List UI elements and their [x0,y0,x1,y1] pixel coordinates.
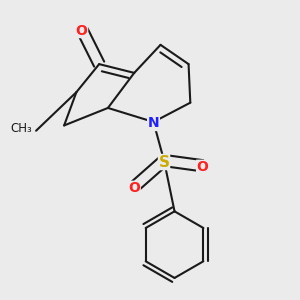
Text: N: N [148,116,159,130]
Text: CH₃: CH₃ [11,122,33,136]
Text: S: S [158,154,169,169]
Text: O: O [196,160,208,174]
Text: O: O [128,181,140,195]
Text: O: O [76,24,88,38]
